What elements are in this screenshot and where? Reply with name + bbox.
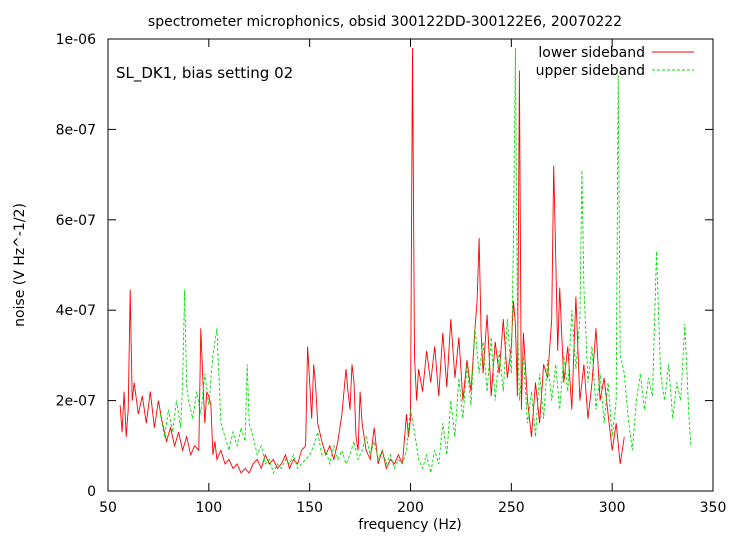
- legend-label-lower: lower sideband: [538, 45, 645, 61]
- y-tick-label: 1e-06: [56, 32, 96, 48]
- axis-ticks: 50 100 150 200 250 300 350 0 2e-07 4e-07 6e-07 8e-0…: [56, 32, 727, 516]
- y-axis-label: noise (V Hz^-1/2): [12, 203, 28, 327]
- series-lower-sideband: [119, 47, 625, 474]
- x-tick-label: 50: [99, 500, 117, 516]
- x-tick-label: 100: [195, 500, 222, 516]
- y-tick-label: 0: [87, 484, 96, 500]
- y-tick-label: 8e-07: [56, 122, 96, 138]
- x-tick-label: 200: [397, 500, 424, 516]
- plot-annotation: SL_DK1, bias setting 02: [116, 64, 293, 83]
- plot-area: [119, 47, 692, 475]
- legend: lower sideband upper sideband: [536, 45, 694, 79]
- x-tick-label: 350: [700, 500, 727, 516]
- series-upper-sideband: [159, 47, 692, 475]
- y-tick-label: 2e-07: [56, 394, 96, 410]
- legend-label-upper: upper sideband: [536, 63, 645, 79]
- x-tick-label: 150: [296, 500, 323, 516]
- x-axis-label: frequency (Hz): [358, 517, 461, 533]
- x-tick-label: 300: [599, 500, 626, 516]
- x-tick-label: 250: [498, 500, 525, 516]
- chart-title: spectrometer microphonics, obsid 300122D…: [148, 14, 622, 30]
- y-tick-label: 4e-07: [56, 303, 96, 319]
- y-tick-label: 6e-07: [56, 213, 96, 229]
